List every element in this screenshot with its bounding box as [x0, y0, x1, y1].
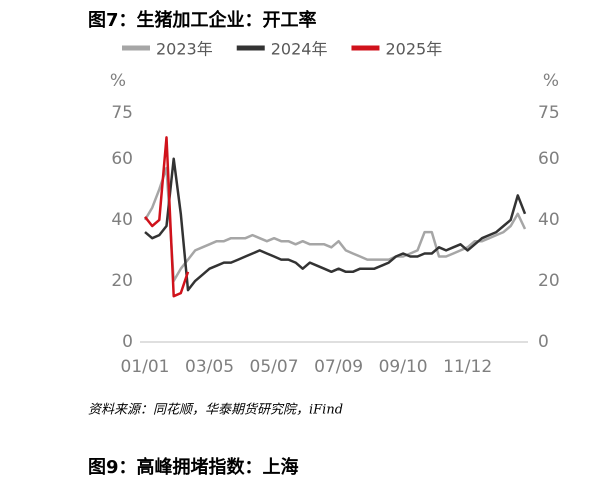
x-tick-label: 01/01 — [121, 357, 170, 377]
y2-tick-label: 60 — [538, 149, 560, 169]
legend-label: 2025年 — [385, 40, 442, 59]
series-line — [144, 136, 190, 298]
x-tick-label: 07/09 — [314, 357, 363, 377]
y2-tick-label: 75 — [538, 103, 560, 123]
y-tick-label: 40 — [111, 210, 133, 230]
x-tick-label: 03/05 — [185, 357, 234, 377]
y-tick-label: 20 — [111, 271, 133, 291]
y-tick-label: 60 — [111, 149, 133, 169]
y-tick-label: 0 — [122, 332, 133, 352]
x-tick-label: 09/10 — [379, 357, 428, 377]
source-note: 资料来源：同花顺，华泰期货研究院，iFind — [88, 402, 343, 418]
next-title: 图9：高峰拥堵指数：上海 — [88, 456, 299, 478]
series-line — [144, 157, 527, 292]
legend-label: 2023年 — [156, 40, 213, 59]
y2-tick-label: 0 — [538, 332, 549, 352]
y2-tick-label: 20 — [538, 271, 560, 291]
x-tick-label: 05/07 — [250, 357, 299, 377]
chart-title: 图7：生猪加工企业：开工率 — [88, 9, 317, 31]
y-tick-label: 75 — [111, 103, 133, 123]
series-line — [143, 166, 527, 283]
legend-label: 2024年 — [271, 40, 328, 59]
x-tick-label: 11/12 — [443, 357, 492, 377]
y-unit: % — [110, 71, 126, 91]
y2-tick-label: 40 — [538, 210, 560, 230]
y2-unit: % — [543, 71, 559, 91]
